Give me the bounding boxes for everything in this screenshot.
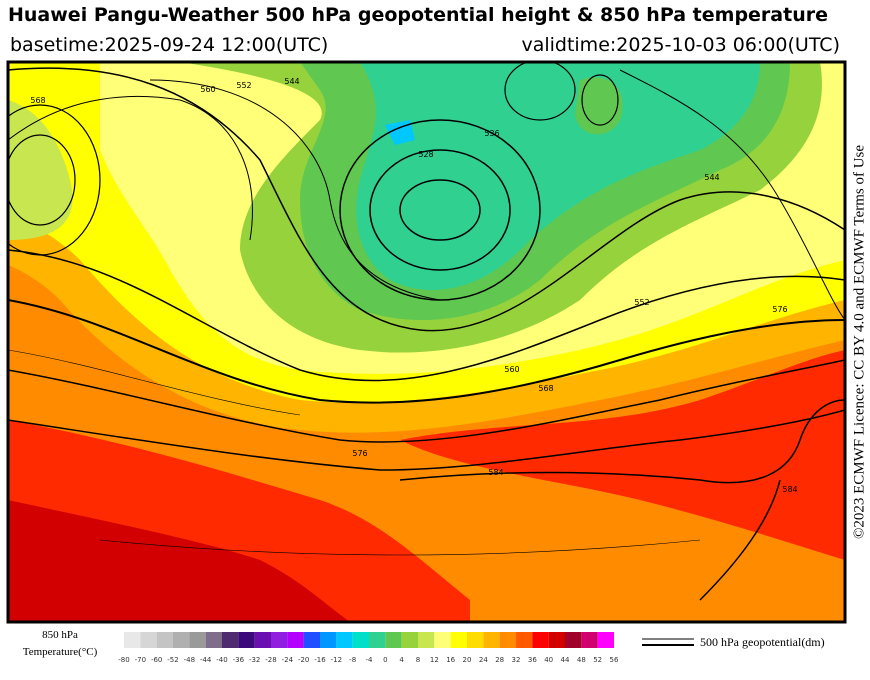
contour-label: 576 <box>352 449 367 458</box>
colorbar-swatch <box>565 632 582 648</box>
colorbar-swatch <box>434 632 451 648</box>
colorbar-tick-label: -8 <box>349 656 356 664</box>
colorbar-swatch <box>140 632 157 648</box>
contour-label: 560 <box>200 85 215 94</box>
colorbar-swatch <box>287 632 304 648</box>
colorbar-swatch <box>156 632 173 648</box>
colorbar-tick-label: 48 <box>577 656 586 664</box>
contour-label: 584 <box>488 468 503 477</box>
contour-label: 552 <box>236 81 251 90</box>
colorbar-swatch <box>467 632 484 648</box>
colorbar-tick-label: 0 <box>383 656 387 664</box>
colorbar-title: 850 hPa <box>42 629 78 641</box>
contour-label: 560 <box>504 365 519 374</box>
contour-label: 584 <box>782 485 797 494</box>
colorbar-tick-label: -44 <box>200 656 212 664</box>
contour-label: 544 <box>704 173 719 182</box>
colorbar-tick-label: 40 <box>544 656 553 664</box>
colorbar-swatch <box>320 632 337 648</box>
colorbar-tick-label: -70 <box>135 656 146 664</box>
colorbar-swatch <box>369 632 386 648</box>
colorbar-tick-label: -20 <box>298 656 309 664</box>
colorbar-tick-label: -52 <box>167 656 178 664</box>
validtime: validtime:2025-10-03 06:00(UTC) <box>521 34 840 56</box>
colorbar-tick-label: -80 <box>118 656 129 664</box>
colorbar-tick-label: 52 <box>593 656 602 664</box>
colorbar-swatch <box>499 632 516 648</box>
colorbar-swatch <box>548 632 565 648</box>
colorbar-tick-label: -28 <box>265 656 276 664</box>
colorbar-swatch <box>401 632 418 648</box>
colorbar-swatch <box>271 632 288 648</box>
map-fields <box>8 62 845 622</box>
colorbar-tick-label: 12 <box>430 656 439 664</box>
colorbar-tick-label: 20 <box>463 656 472 664</box>
colorbar-swatch <box>483 632 500 648</box>
colorbar-swatch <box>532 632 549 648</box>
colorbar-tick-label: -16 <box>314 656 326 664</box>
colorbar-tick-label: -12 <box>331 656 342 664</box>
contour-label: 576 <box>772 305 787 314</box>
contour-label: 544 <box>284 77 299 86</box>
colorbar-tick-label: -40 <box>216 656 227 664</box>
colorbar-swatch <box>352 632 369 648</box>
colorbar-tick-label: 36 <box>528 656 537 664</box>
colorbar-swatch <box>581 632 598 648</box>
colorbar-swatch <box>124 632 141 648</box>
colorbar-swatch <box>418 632 435 648</box>
colorbar-tick-label: -24 <box>282 656 294 664</box>
colorbar-swatch <box>450 632 467 648</box>
colorbar-tick-label: 28 <box>495 656 504 664</box>
colorbar-swatch <box>205 632 222 648</box>
colorbar-swatch <box>173 632 190 648</box>
colorbar-tick-label: 32 <box>512 656 521 664</box>
colorbar-swatch <box>597 632 614 648</box>
colorbar-tick-label: 24 <box>479 656 488 664</box>
colorbar-swatch <box>385 632 402 648</box>
contour-label: 568 <box>30 96 45 105</box>
colorbar-tick-label: 44 <box>561 656 570 664</box>
colorbar-tick-label: 4 <box>399 656 404 664</box>
contour-label: 536 <box>484 129 499 138</box>
contour-label: 568 <box>538 384 553 393</box>
colorbar-tick-label: -36 <box>233 656 245 664</box>
colorbar-title: Temperature(°C) <box>23 646 98 658</box>
colorbar-swatch <box>303 632 320 648</box>
colorbar: -80 -70 -60 -52 -48 -44 -40 -36 -32 -28 -24 -20 -16-… <box>118 632 619 664</box>
map-frame <box>6 60 847 624</box>
colorbar-swatch <box>222 632 239 648</box>
colorbar-swatch <box>189 632 206 648</box>
contour-label: 552 <box>634 298 649 307</box>
colorbar-tick-label: -48 <box>184 656 195 664</box>
title: Huawei Pangu-Weather 500 hPa geopotentia… <box>8 4 828 26</box>
colorbar-tick-label: 56 <box>610 656 619 664</box>
legend-label: 500 hPa geopotential(dm) <box>700 635 825 649</box>
colorbar-swatch <box>238 632 255 648</box>
contour-labels: 568 560 552 544 536 528 544 552 560 568 … <box>30 77 797 494</box>
colorbar-swatch <box>336 632 353 648</box>
colorbar-tick-label: 8 <box>416 656 420 664</box>
colorbar-tick-label: -4 <box>366 656 374 664</box>
basetime: basetime:2025-09-24 12:00(UTC) <box>10 34 329 56</box>
colorbar-swatch <box>254 632 271 648</box>
colorbar-tick-label: -32 <box>249 656 260 664</box>
contour-label: 528 <box>418 150 433 159</box>
contours <box>8 62 845 601</box>
colorbar-swatch <box>516 632 533 648</box>
colorbar-tick-label: -60 <box>151 656 162 664</box>
colorbar-tick-label: 16 <box>446 656 455 664</box>
